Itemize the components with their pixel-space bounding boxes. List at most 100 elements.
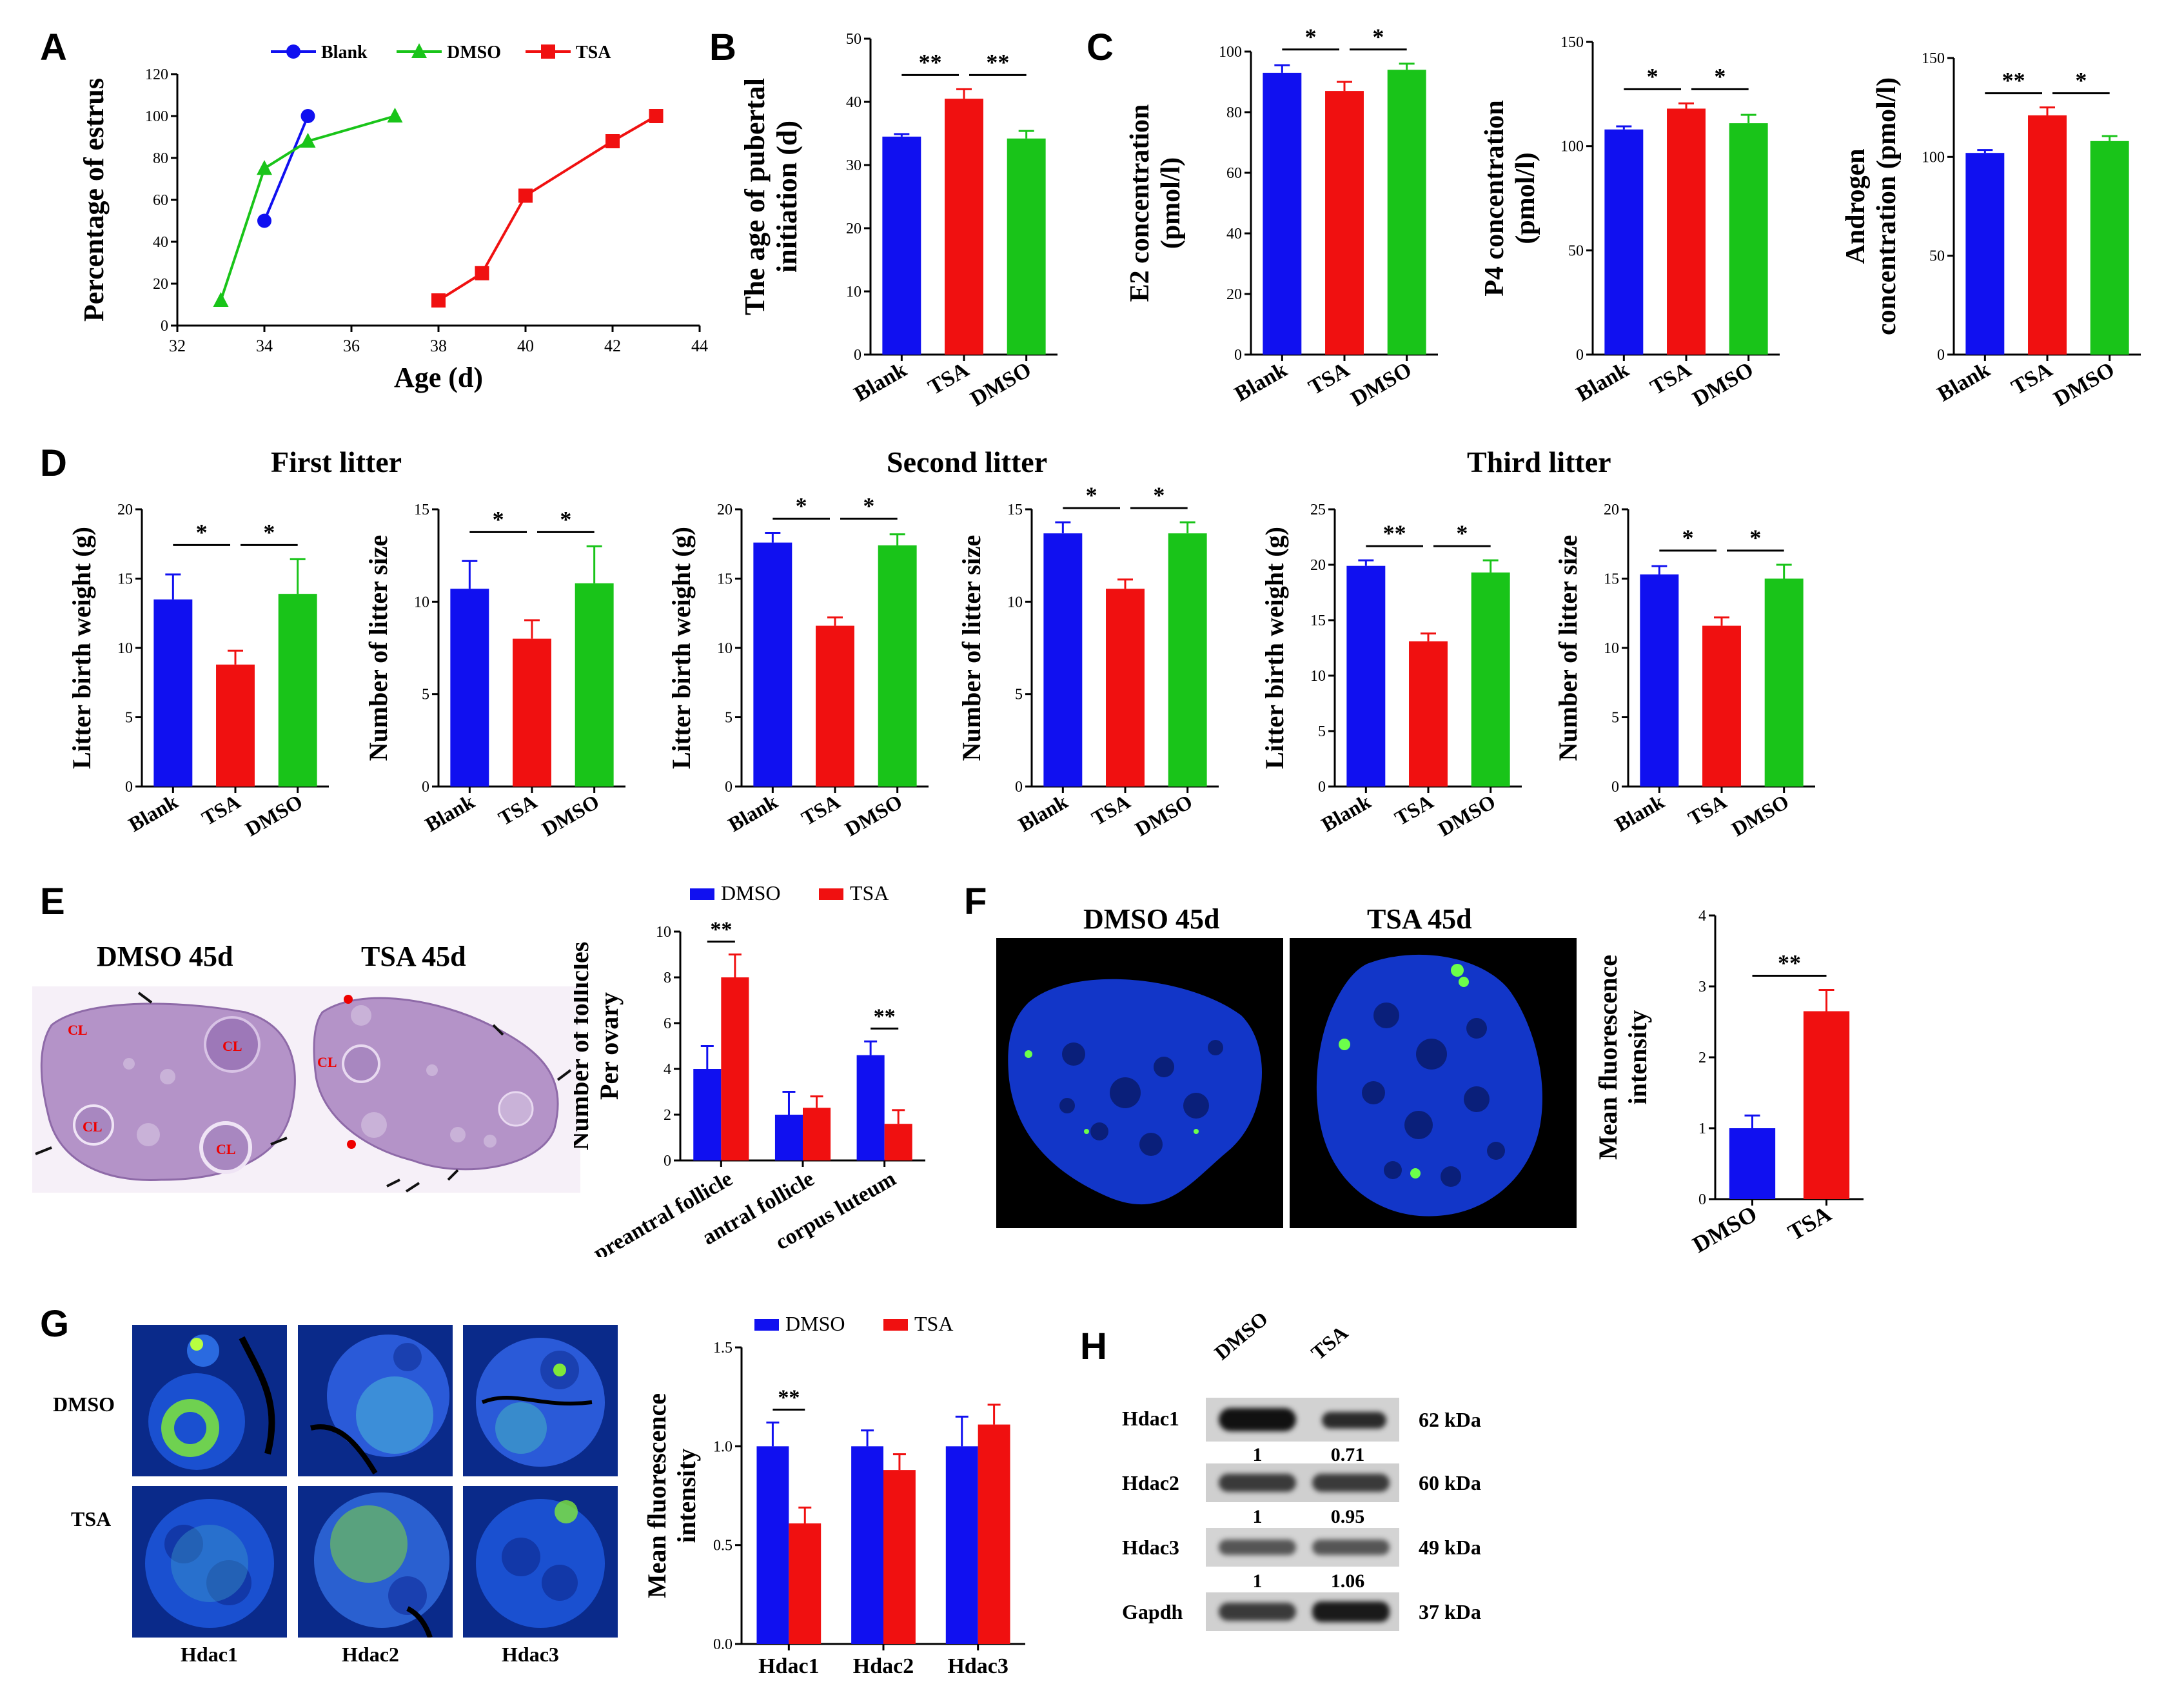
g-dmso-hdac3-image: [463, 1325, 618, 1476]
bar-tsa: [1803, 1011, 1850, 1199]
y-tick-label: 80: [153, 150, 168, 167]
hdac3-ratio-dmso: 1: [1252, 1570, 1263, 1592]
data-point: [475, 266, 489, 280]
data-point: [300, 133, 316, 148]
first-litter-weight-chart: 0 5 10 15 20 Litter birth weight (g) Blank TSAD…: [67, 502, 329, 841]
y-tick-label: 100: [1219, 44, 1242, 61]
bar-dmso: [2090, 141, 2129, 355]
bar-dmso: [1471, 572, 1510, 787]
series-line-blank: [263, 115, 310, 222]
significance-label: **: [919, 49, 942, 75]
bar-tsa: [2028, 115, 2067, 355]
significance-label: *: [796, 493, 807, 519]
bar-tsa: [803, 1108, 831, 1160]
x-tick-label: TSA: [798, 790, 844, 830]
e-tsa-title: TSA 45d: [361, 941, 466, 972]
bar-dmso: [774, 1115, 803, 1160]
x-tick-label: TSA: [198, 790, 244, 830]
x-tick-label: DMSO: [2050, 358, 2119, 411]
significance-label: *: [863, 493, 874, 519]
x-tick-label: Blank: [124, 790, 182, 836]
cl-label: CL: [216, 1141, 236, 1157]
y-tick-label: 20: [117, 502, 133, 518]
x-tick-label: Blank: [1934, 358, 1994, 407]
g-col-label-hdac2: Hdac2: [342, 1643, 399, 1666]
bar-dmso: [1729, 1128, 1776, 1199]
bar-dmso: [1007, 138, 1046, 355]
y-tick-label: 10: [414, 594, 429, 611]
significance-label: **: [778, 1386, 800, 1410]
y-tick-label: 0: [664, 1153, 671, 1169]
y-tick-label: 4: [1698, 908, 1706, 924]
tsa-histology-image: CL: [310, 986, 580, 1193]
significance-label: *: [263, 519, 275, 545]
y-tick-label: 0: [125, 779, 133, 796]
bar-dmso: [878, 545, 917, 787]
y-tick-label: 100: [1560, 139, 1584, 155]
y-tick-label: 50: [846, 31, 861, 48]
y-axis-label: Androgen: [1844, 149, 1871, 264]
western-blot: DMSO TSA Hdac1 62 kDa 1 0.71 Hdac2 60 kD…: [1096, 1307, 1535, 1650]
y-tick-label: 120: [145, 66, 168, 83]
bar-blank: [1604, 129, 1644, 355]
y-tick-label: 5: [1611, 710, 1619, 727]
x-tick-label: Blank: [1231, 358, 1292, 407]
bar-blank: [753, 542, 792, 787]
tsa-fluorescence-image: [1290, 938, 1577, 1228]
y-tick-label: 15: [717, 571, 733, 588]
x-tick-label: TSA: [2007, 358, 2056, 400]
legend-swatch-tsa: [883, 1319, 908, 1331]
y-tick-label: 10: [717, 640, 733, 657]
bar-blank: [450, 589, 489, 787]
bar-dmso: [1168, 533, 1207, 787]
significance-label: *: [493, 506, 504, 532]
significance-label: *: [1372, 26, 1384, 50]
significance-label: *: [1714, 63, 1726, 89]
significance-label: *: [1153, 484, 1165, 508]
y-tick-label: 40: [1226, 226, 1242, 242]
dmso-fluorescence-image: [996, 938, 1283, 1228]
y-tick-label: 1.0: [713, 1438, 733, 1455]
y-tick-label: 4: [664, 1061, 671, 1078]
bar-dmso: [945, 1446, 978, 1644]
lane-label-tsa: TSA: [1306, 1320, 1353, 1365]
bar-tsa: [883, 1470, 916, 1644]
y-axis-label: The age of pubertal: [739, 78, 771, 315]
y-tick-label: 15: [117, 571, 133, 588]
estrus-line-chart: 0 20 40 60 80 100 120 32 34 36 38 40 42 44 Age (d) Perc…: [78, 43, 708, 393]
legend-marker: [411, 43, 427, 58]
cl-label: CL: [317, 1054, 337, 1070]
significance-label: *: [1456, 520, 1468, 546]
data-point: [257, 160, 272, 175]
y-tick-label: 0: [161, 318, 168, 335]
y-tick-label: 0: [1234, 347, 1242, 364]
x-tick-label: 42: [604, 337, 621, 355]
x-tick-label: 44: [691, 337, 708, 355]
y-tick-label: 10: [846, 284, 861, 300]
y-axis-label: Number of litter size: [957, 535, 986, 761]
x-tick-label: TSA: [924, 358, 973, 400]
data-point: [257, 213, 271, 228]
significance-label: *: [196, 519, 208, 545]
y-tick-label: 5: [1318, 723, 1326, 740]
g-dmso-hdac1-image: [132, 1325, 287, 1476]
hdac1-kda: 62 kDa: [1419, 1408, 1481, 1431]
third-litter-title: Third litter: [1467, 445, 1611, 478]
significance-label: *: [1305, 26, 1317, 50]
y-tick-label: 0: [1318, 779, 1326, 796]
x-tick-label: Blank: [421, 790, 478, 836]
y-tick-label: 3: [1698, 979, 1706, 995]
x-tick-label: Hdac1: [758, 1654, 819, 1678]
hdac2-blot: [1206, 1463, 1399, 1502]
y-tick-label: 0: [1015, 779, 1023, 796]
y-tick-label: 25: [1310, 502, 1326, 518]
x-tick-label: TSA: [495, 790, 541, 830]
legend-label-tsa: TSA: [850, 881, 889, 905]
significance-label: **: [1778, 950, 1801, 976]
y-tick-label: 0: [854, 347, 861, 364]
bar-tsa: [945, 99, 983, 355]
y-tick-label: 0.0: [713, 1636, 733, 1653]
bar-dmso: [856, 1055, 885, 1160]
x-tick-label: Blank: [724, 790, 782, 836]
second-litter-weight-chart: 0 5 10 15 20 Litter birth weight (g) Blank TSAD…: [667, 493, 929, 841]
